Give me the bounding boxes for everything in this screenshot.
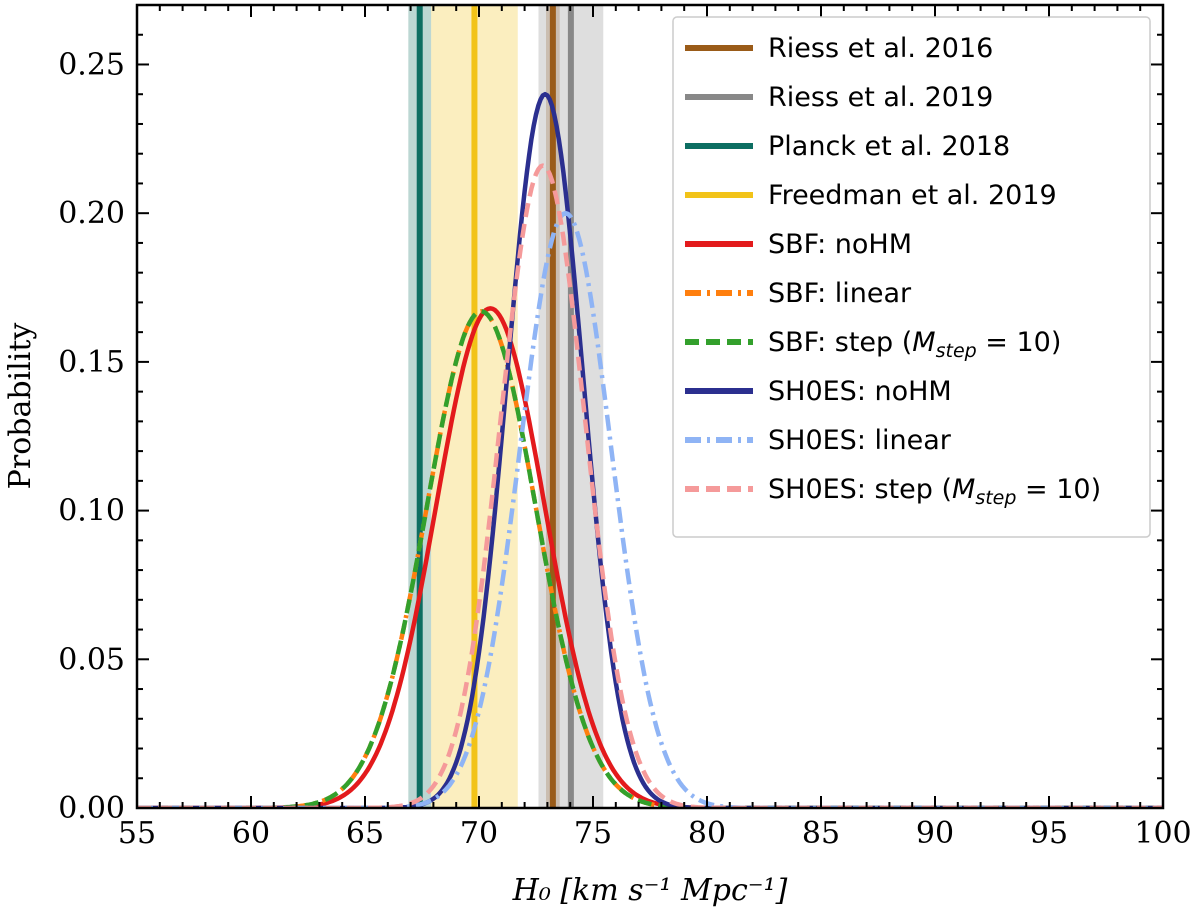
x-tick-label-9: 100 bbox=[1134, 816, 1191, 851]
series-line-2 bbox=[137, 309, 1163, 808]
y-tick-label-1: 0.05 bbox=[58, 642, 125, 677]
x-tick-label-3: 70 bbox=[460, 816, 498, 851]
probability-curves bbox=[137, 91, 1163, 808]
y-tick-label-4: 0.20 bbox=[58, 196, 125, 231]
legend-label-5: SBF: linear bbox=[768, 278, 912, 309]
x-tick-label-6: 85 bbox=[802, 816, 840, 851]
legend-label-1: Riess et al. 2019 bbox=[768, 82, 993, 113]
legend-box bbox=[672, 16, 1151, 538]
x-tick-label-2: 65 bbox=[346, 816, 384, 851]
y-tick-label-5: 0.25 bbox=[58, 47, 125, 82]
plot-frame bbox=[135, 3, 1165, 810]
legend-label-6: SBF: step (Mstep = 10) bbox=[768, 327, 1061, 362]
y-axis-label: Probability bbox=[3, 323, 38, 490]
legend: Riess et al. 2016 Riess et al. 2019 Planck… bbox=[672, 16, 1151, 538]
legend-label-2: Planck et al. 2018 bbox=[768, 131, 1010, 162]
y-tick-label-0: 0.00 bbox=[58, 791, 125, 826]
legend-label-9: SH0ES: step (Mstep = 10) bbox=[768, 474, 1101, 509]
x-tick-label-1: 60 bbox=[232, 816, 270, 851]
x-axis: 55 60 65 70 75 80 85 90 95 100 bbox=[118, 5, 1192, 851]
x-tick-label-4: 75 bbox=[574, 816, 612, 851]
legend-label-0: Riess et al. 2016 bbox=[768, 33, 993, 64]
series-line-3 bbox=[137, 91, 1163, 808]
series-line-5 bbox=[137, 163, 1163, 808]
x-tick-label-7: 90 bbox=[916, 816, 954, 851]
x-tick-label-0: 55 bbox=[118, 816, 156, 851]
x-tick-label-8: 95 bbox=[1030, 816, 1068, 851]
y-tick-label-2: 0.10 bbox=[58, 494, 125, 529]
x-axis-label: H₀ [km s⁻¹ Mpc⁻¹] bbox=[512, 873, 788, 908]
legend-label-3: Freedman et al. 2019 bbox=[768, 180, 1057, 211]
y-tick-label-3: 0.15 bbox=[58, 345, 125, 380]
x-tick-label-5: 80 bbox=[688, 816, 726, 851]
series-line-4 bbox=[137, 210, 1163, 808]
y-axis: 0.00 0.05 0.10 0.15 0.20 0.25 bbox=[58, 4, 1163, 826]
legend-label-4: SBF: noHM bbox=[768, 229, 912, 260]
legend-label-8: SH0ES: linear bbox=[768, 425, 952, 456]
legend-label-7: SH0ES: noHM bbox=[768, 376, 952, 407]
